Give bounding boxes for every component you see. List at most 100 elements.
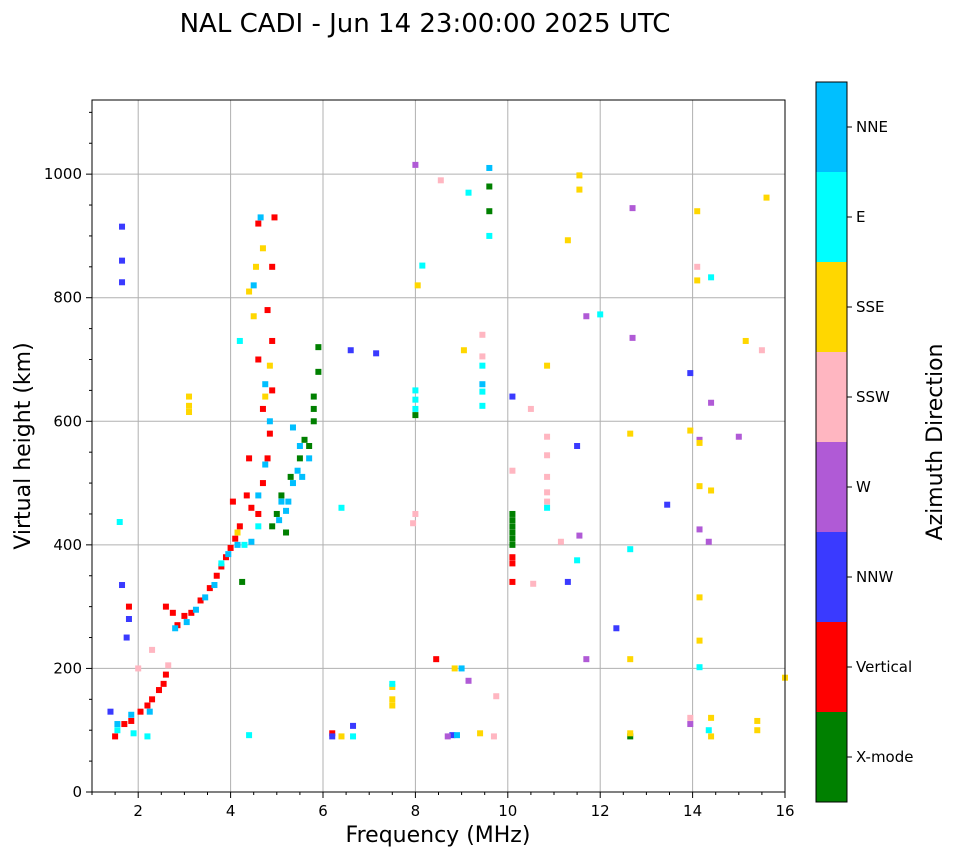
- data-point: [259, 245, 266, 252]
- data-point: [557, 538, 564, 545]
- x-tick-label: 12: [591, 802, 610, 820]
- data-point: [243, 492, 250, 499]
- colorbar-label-sse: SSE: [856, 298, 885, 316]
- data-point: [236, 337, 243, 344]
- colorbar-segment: [816, 82, 847, 172]
- data-point: [262, 393, 269, 400]
- data-point: [708, 274, 715, 281]
- data-point: [162, 603, 169, 610]
- data-point: [687, 427, 694, 434]
- data-point: [412, 405, 419, 412]
- data-point: [486, 183, 493, 190]
- data-point: [144, 702, 151, 709]
- data-point: [763, 194, 770, 201]
- data-point: [708, 399, 715, 406]
- series-e: [114, 189, 715, 740]
- data-point: [250, 282, 257, 289]
- y-axis-label: Virtual height (km): [11, 342, 36, 549]
- data-point: [264, 455, 271, 462]
- data-point: [306, 443, 313, 449]
- data-point: [296, 443, 303, 449]
- y-tick-label: 400: [53, 536, 82, 554]
- data-point: [412, 387, 419, 394]
- data-point: [246, 288, 253, 295]
- data-point: [306, 455, 313, 462]
- data-point: [627, 733, 634, 740]
- data-point: [264, 307, 271, 314]
- data-point: [754, 717, 761, 724]
- data-point: [246, 732, 253, 739]
- data-point: [509, 535, 516, 542]
- colorbar-label-e: E: [856, 208, 865, 226]
- data-point: [144, 733, 151, 740]
- series-nne: [114, 164, 493, 739]
- x-axis-label: Frequency (MHz): [346, 823, 531, 848]
- data-point: [509, 510, 516, 517]
- data-point: [373, 350, 380, 357]
- data-point: [186, 402, 193, 409]
- data-point: [708, 733, 715, 740]
- data-point: [206, 585, 213, 592]
- x-tick-label: 4: [226, 802, 236, 820]
- data-point: [338, 733, 345, 740]
- data-point: [266, 430, 273, 437]
- data-point: [165, 662, 172, 669]
- data-point: [149, 646, 156, 653]
- data-point: [696, 594, 703, 601]
- series-sse: [186, 172, 788, 740]
- data-point: [329, 730, 336, 737]
- data-point: [493, 693, 500, 700]
- data-point: [218, 563, 225, 570]
- data-point: [257, 214, 264, 221]
- data-point: [705, 727, 712, 734]
- data-point: [419, 262, 426, 269]
- data-point: [451, 665, 458, 672]
- data-point: [708, 714, 715, 721]
- data-point: [564, 237, 571, 244]
- colorbar-segment: [816, 712, 847, 802]
- data-point: [389, 680, 396, 687]
- data-point: [155, 687, 162, 694]
- data-point: [627, 546, 634, 553]
- colorbar-label-nne: NNE: [856, 118, 888, 136]
- data-point: [276, 517, 283, 524]
- data-point: [283, 507, 290, 514]
- data-point: [128, 717, 135, 724]
- data-point: [135, 665, 142, 672]
- data-points: [107, 161, 788, 740]
- colorbar-label: Azimuth Direction: [923, 343, 948, 540]
- colorbar-segment: [816, 262, 847, 352]
- data-point: [708, 487, 715, 494]
- data-point: [246, 455, 253, 462]
- data-point: [696, 637, 703, 644]
- data-point: [412, 396, 419, 403]
- data-point: [269, 337, 276, 344]
- data-point: [629, 334, 636, 341]
- data-point: [269, 263, 276, 270]
- data-point: [255, 492, 262, 499]
- data-point: [188, 609, 195, 616]
- data-point: [202, 594, 209, 601]
- data-point: [613, 625, 620, 632]
- data-point: [412, 412, 419, 419]
- data-point: [433, 656, 440, 663]
- data-point: [696, 436, 703, 443]
- y-tick-label: 200: [53, 659, 82, 677]
- data-point: [160, 680, 167, 687]
- data-point: [758, 347, 765, 354]
- data-point: [289, 424, 296, 431]
- grid-lines: [92, 100, 786, 793]
- data-point: [479, 331, 486, 338]
- data-point: [310, 393, 317, 400]
- azimuth-colorbar: X-mode Vertical NNW W SSW SSE E NNE: [815, 81, 913, 803]
- data-point: [299, 473, 306, 480]
- data-point: [253, 263, 260, 270]
- data-point: [271, 214, 278, 221]
- data-point: [696, 664, 703, 671]
- chart-title: NAL CADI - Jun 14 23:00:00 2025 UTC: [180, 9, 671, 39]
- data-point: [269, 387, 276, 394]
- data-point: [266, 362, 273, 369]
- y-tick-label: 800: [53, 289, 82, 307]
- data-point: [278, 492, 285, 499]
- data-point: [664, 501, 671, 508]
